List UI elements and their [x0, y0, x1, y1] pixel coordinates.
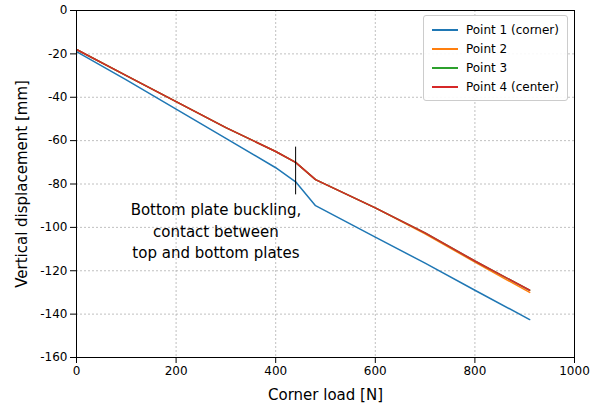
svg-text:400: 400 [264, 364, 287, 378]
html-text:Point 4 (center): Point 4 (center) [466, 79, 559, 94]
svg-text:800: 800 [463, 364, 486, 378]
html-text:Point 2: Point 2 [466, 41, 508, 56]
svg-text:-140: -140 [40, 307, 67, 321]
svg-text:Vertical displacement [mm]: Vertical displacement [mm] [13, 80, 31, 288]
svg-text:-60: -60 [48, 133, 68, 147]
svg-text:-40: -40 [48, 90, 68, 104]
svg-text:600: 600 [364, 364, 387, 378]
svg-text:Corner load [N]: Corner load [N] [268, 386, 383, 404]
svg-text:-120: -120 [40, 264, 67, 278]
svg-text:Bottom plate buckling,contact: Bottom plate buckling,contact betweentop… [131, 201, 302, 263]
svg-text:-100: -100 [40, 220, 67, 234]
svg-text:1000: 1000 [559, 364, 590, 378]
svg-text:-160: -160 [40, 350, 67, 364]
svg-text:0: 0 [73, 364, 81, 378]
svg-text:200: 200 [165, 364, 188, 378]
svg-text:-80: -80 [48, 177, 68, 191]
html-text:Point 1 (corner): Point 1 (corner) [466, 22, 559, 37]
svg-text:0: 0 [60, 3, 68, 17]
html-text:Point 3: Point 3 [466, 60, 508, 75]
svg-text:-20: -20 [48, 47, 68, 61]
